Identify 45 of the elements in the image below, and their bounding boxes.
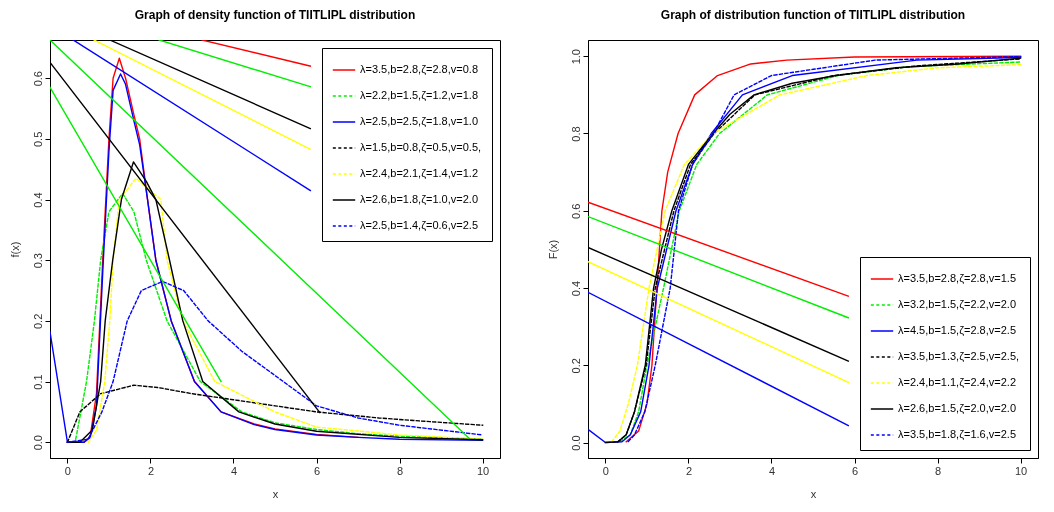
y-tick-label: 0.8 xyxy=(569,126,582,142)
legend-label: λ=2.4,b=1.1,ζ=2.4,v=2.2 xyxy=(898,376,1016,388)
y-tick-label: 0.2 xyxy=(569,358,582,374)
x-tick-label: 10 xyxy=(1014,464,1028,477)
legend-label: λ=2.5,b=1.4,ζ=0.6,v=2.5 xyxy=(360,219,478,231)
legend-label: λ=3.5,b=1.8,ζ=1.6,v=2.5 xyxy=(898,428,1016,440)
legend-label: λ=2.6,b=1.8,ζ=1.0,v=2.0 xyxy=(360,193,478,205)
x-tick-label: 2 xyxy=(685,464,693,477)
legend-label: λ=3.5,b=2.8,ζ=2.8,v=1.5 xyxy=(898,272,1016,284)
legend-label: λ=2.5,b=2.5,ζ=1.8,v=1.0 xyxy=(360,115,478,127)
x-tick-label: 6 xyxy=(851,464,859,477)
chart-title: Graph of density function of TIITLIPL distribution xyxy=(134,8,416,22)
y-tick-label: 1.0 xyxy=(569,49,582,65)
y-axis-title: F(x) xyxy=(546,239,559,260)
y-tick-label: 0.5 xyxy=(31,131,44,148)
y-tick-label: 0.4 xyxy=(31,192,44,208)
y-tick-label: 0.1 xyxy=(31,374,44,390)
x-tick-label: 8 xyxy=(934,464,942,477)
legend-label: λ=1.5,b=0.8,ζ=0.5,v=0.5, xyxy=(360,141,482,153)
chart-title: Graph of distribution function of TIITLIPL distribution xyxy=(660,8,966,22)
x-tick-label: 4 xyxy=(768,464,776,477)
x-axis-title: x xyxy=(272,487,279,500)
x-tick-label: 0 xyxy=(64,464,71,477)
legend-label: λ=2.6,b=1.5,ζ=2.0,v=2.0 xyxy=(898,402,1016,414)
y-tick-label: 0.6 xyxy=(31,71,44,87)
y-tick-label: 0.0 xyxy=(31,435,44,451)
y-tick-label: 0.3 xyxy=(31,253,44,269)
legend-label: λ=4.5,b=1.5,ζ=2.8,v=2.5 xyxy=(898,324,1016,336)
legend-label: λ=2.2,b=1.5,ζ=1.2,v=1.8 xyxy=(360,89,478,101)
legend-label: λ=2.4,b=2.1,ζ=1.4,v=1.2 xyxy=(360,167,478,179)
y-tick-label: 0.6 xyxy=(569,203,582,219)
x-tick-label: 4 xyxy=(230,464,238,477)
x-axis-title: x xyxy=(810,487,817,500)
x-tick-label: 0 xyxy=(602,464,609,477)
y-tick-label: 0.4 xyxy=(569,280,582,297)
y-tick-label: 0.0 xyxy=(569,435,582,451)
y-tick-label: 0.2 xyxy=(31,313,44,330)
x-tick-label: 8 xyxy=(396,464,404,477)
legend-label: λ=3.5,b=2.8,ζ=2.8,v=0.8 xyxy=(360,63,478,75)
x-tick-label: 6 xyxy=(313,464,321,477)
legend-label: λ=3.5,b=1.3,ζ=2.5,v=2.5, xyxy=(898,350,1020,362)
legend-label: λ=3.2,b=1.5,ζ=2.2,v=2.0 xyxy=(898,298,1016,310)
y-axis-title: f(x) xyxy=(8,241,21,258)
x-tick-label: 10 xyxy=(476,464,490,477)
x-tick-label: 2 xyxy=(147,464,155,477)
